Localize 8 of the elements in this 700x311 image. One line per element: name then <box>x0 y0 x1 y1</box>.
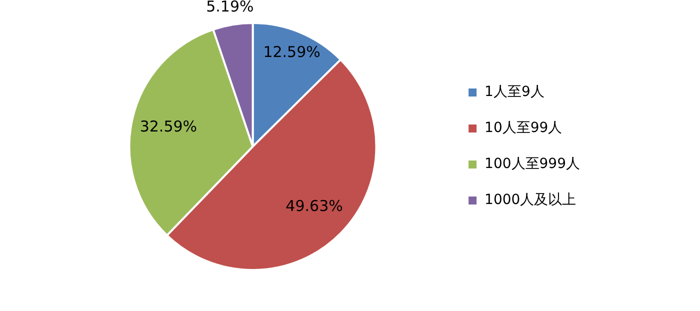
data-label: 49.63% <box>286 197 343 216</box>
legend-label: 10人至99人 <box>484 120 562 136</box>
data-label: 12.59% <box>263 42 320 61</box>
legend-label: 1000人及以上 <box>484 192 576 208</box>
data-label: 32.59% <box>140 117 198 136</box>
legend-label: 1人至9人 <box>484 84 544 100</box>
legend-label: 100人至999人 <box>484 156 580 172</box>
data-label: 5.19% <box>206 0 254 16</box>
